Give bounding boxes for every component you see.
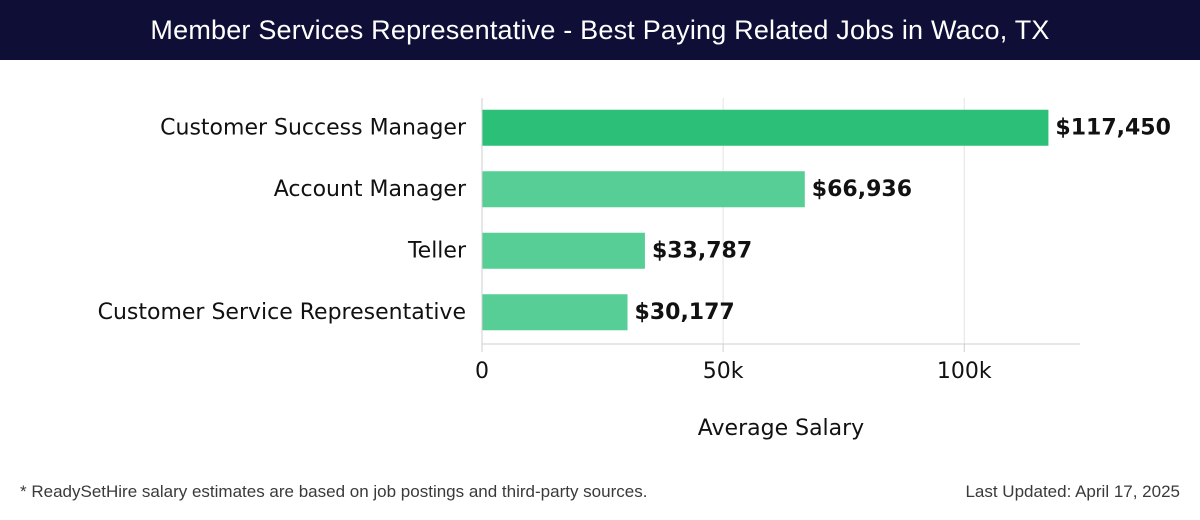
value-label: $33,787	[652, 238, 752, 263]
category-label: Customer Service Representative	[98, 300, 466, 325]
chart-title-bar: Member Services Representative - Best Pa…	[0, 0, 1200, 60]
bar-3	[482, 294, 628, 331]
x-tick-label: 100k	[937, 359, 992, 384]
value-label: $117,450	[1055, 115, 1171, 140]
axes: 0 50k 100k Average Salary	[475, 98, 1080, 441]
bars	[482, 109, 1049, 331]
value-label: $66,936	[812, 177, 912, 202]
bar-2	[482, 232, 645, 269]
labels: Customer Success Manager $117,450 Account …	[98, 115, 1171, 325]
bar-0	[482, 109, 1049, 146]
bar-1	[482, 171, 805, 208]
category-label: Teller	[407, 238, 467, 263]
last-updated: Last Updated: April 17, 2025	[965, 482, 1180, 501]
x-axis-title: Average Salary	[698, 416, 864, 441]
x-tick-label: 0	[475, 359, 489, 384]
category-label: Account Manager	[274, 177, 467, 202]
footnote: * ReadySetHire salary estimates are base…	[20, 482, 648, 501]
x-tick-label: 50k	[703, 359, 744, 384]
value-label: $30,177	[635, 300, 735, 325]
salary-bar-chart: Customer Success Manager $117,450 Account …	[98, 98, 1171, 441]
category-label: Customer Success Manager	[160, 115, 467, 140]
chart-title: Member Services Representative - Best Pa…	[150, 14, 1050, 45]
